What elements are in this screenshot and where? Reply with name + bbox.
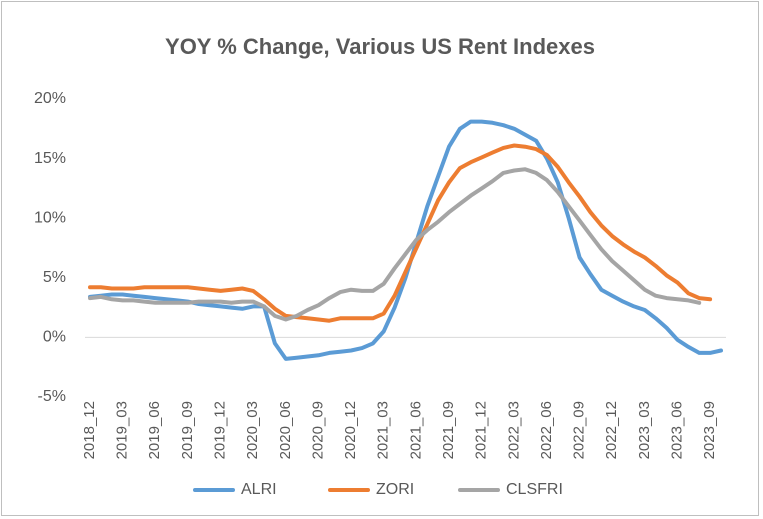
x-tick-label: 2020_09 — [309, 401, 326, 459]
chart-title: YOY % Change, Various US Rent Indexes — [165, 34, 595, 59]
x-tick-label: 2020_06 — [277, 401, 294, 459]
y-tick-label: 5% — [43, 269, 66, 286]
x-tick-label: 2018_12 — [81, 401, 98, 459]
y-tick-label: 10% — [34, 209, 66, 226]
x-tick-label: 2020_03 — [244, 401, 261, 459]
legend-label: CLSFRI — [506, 481, 563, 498]
y-tick-label: 20% — [34, 90, 66, 107]
line-series — [88, 143, 713, 323]
x-tick-label: 2021_09 — [440, 401, 457, 459]
legend-label: ALRI — [241, 481, 277, 498]
x-tick-label: 2023_03 — [636, 401, 653, 459]
x-tick-label: 2021_06 — [407, 401, 424, 459]
line-series — [88, 167, 702, 322]
x-tick-label: 2019_03 — [114, 401, 131, 459]
x-tick-label: 2021_03 — [375, 401, 392, 459]
x-tick-label: 2021_12 — [473, 401, 490, 459]
x-tick-label: 2023_06 — [668, 401, 685, 459]
x-tick-label: 2022_03 — [505, 401, 522, 459]
y-tick-label: 15% — [34, 150, 66, 167]
x-tick-label: 2022_06 — [538, 401, 555, 459]
x-tick-label: 2019_12 — [212, 401, 229, 459]
legend-label: ZORI — [376, 481, 414, 498]
y-tick-label: 0% — [43, 329, 66, 346]
x-tick-label: 2019_06 — [146, 401, 163, 459]
x-tick-label: 2019_09 — [179, 401, 196, 459]
x-tick-label: 2023_09 — [701, 401, 718, 459]
x-tick-label: 2022_12 — [603, 401, 620, 459]
y-tick-label: -5% — [38, 388, 66, 405]
x-tick-label: 2020_12 — [342, 401, 359, 459]
x-tick-label: 2022_09 — [571, 401, 588, 459]
